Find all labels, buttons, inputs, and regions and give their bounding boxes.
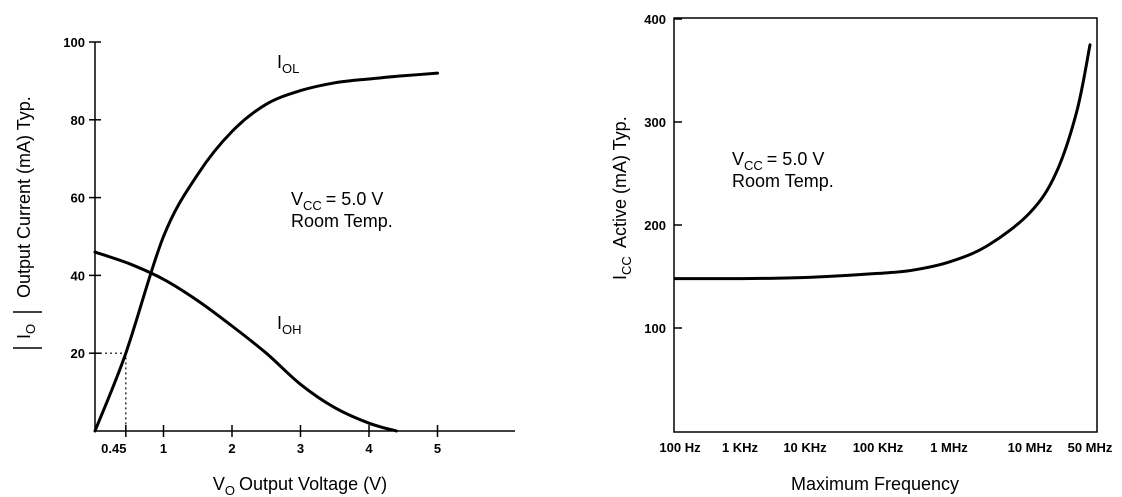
right-x-tick-label: 50 MHz <box>1068 440 1113 455</box>
left-x-axis-title-sub: O <box>225 483 235 497</box>
right-annotation-vcc-main: V <box>732 149 744 169</box>
left-x-axis-title-v: V <box>213 474 225 494</box>
right-annotation-vcc-sub: CC <box>744 158 763 173</box>
left-annotation-vcc: VCC = 5.0 V <box>291 189 383 213</box>
left-annotation-vcc-main: V <box>291 189 303 209</box>
left-y-tick-label: 60 <box>71 191 85 206</box>
series-icc-curve <box>673 43 1092 281</box>
left-y-axis-title: IO Output Current (mA) Typ. <box>13 96 42 349</box>
right-y-tick-label: 300 <box>644 115 666 130</box>
right-y-axis-title-symbol: ICC <box>610 256 634 280</box>
chart-icc-active: 100 200 300 400 100 Hz 1 KHz 10 KHz 100 KHz 1 M… <box>610 12 1113 494</box>
right-y-tick-label: 100 <box>644 321 666 336</box>
right-x-tick-label: 100 KHz <box>853 440 904 455</box>
left-y-tick-label: 40 <box>71 268 85 283</box>
right-x-tick-label: 1 KHz <box>722 440 759 455</box>
right-x-tick-label: 1 MHz <box>930 440 968 455</box>
label-iol-sub: OL <box>282 61 299 76</box>
left-x-tick-label: 2 <box>228 441 235 456</box>
left-x-ticks: 0.45 1 2 3 4 5 <box>101 425 441 456</box>
left-y-axis-title-symbol: IO <box>14 324 38 339</box>
right-y-ticks: 100 200 300 400 <box>644 12 682 336</box>
left-x-tick-label: 5 <box>434 441 441 456</box>
right-x-tick-label: 10 MHz <box>1008 440 1053 455</box>
left-annotation-temp: Room Temp. <box>291 211 393 231</box>
left-y-axis-title-sub: O <box>23 324 38 334</box>
right-y-axis-title: ICC Active (mA) Typ. <box>610 116 634 280</box>
left-x-axis-title-text: Output Voltage (V) <box>239 474 387 494</box>
label-iol-main: I <box>277 52 282 72</box>
right-annotation-temp: Room Temp. <box>732 171 834 191</box>
right-y-axis-title-sub: CC <box>619 256 634 275</box>
left-y-ticks: 20 40 60 80 100 <box>63 35 101 361</box>
right-plot-frame <box>673 17 1098 433</box>
right-y-tick-label: 400 <box>644 12 666 27</box>
right-y-tick-label: 200 <box>644 218 666 233</box>
right-y-axis-title-text: Active (mA) Typ. <box>610 116 630 248</box>
right-annotation-vcc: VCC = 5.0 V <box>732 149 824 173</box>
left-y-tick-label: 80 <box>71 113 85 128</box>
series-iol-curve <box>93 71 439 433</box>
label-iol: IOL <box>277 52 299 76</box>
left-y-tick-label: 100 <box>63 35 85 50</box>
left-annotation-vcc-sub: CC <box>303 198 322 213</box>
label-ioh-main: I <box>277 313 282 333</box>
right-x-tick-label: 10 KHz <box>783 440 827 455</box>
left-x-tick-label: 4 <box>365 441 373 456</box>
left-x-axis-title: VO Output Voltage (V) <box>213 474 387 497</box>
series-ioh-curve <box>93 250 398 433</box>
label-ioh-sub: OH <box>282 322 302 337</box>
label-ioh: IOH <box>277 313 302 337</box>
left-y-axis-title-text: Output Current (mA) Typ. <box>14 96 34 298</box>
right-annotation-vcc-rest: = 5.0 V <box>767 149 825 169</box>
right-y-axis-title-i: I <box>610 275 630 280</box>
left-x-tick-label: 1 <box>160 441 167 456</box>
right-x-axis-title: Maximum Frequency <box>791 474 959 494</box>
left-annotation-vcc-rest: = 5.0 V <box>326 189 384 209</box>
left-y-tick-label: 20 <box>71 346 85 361</box>
left-x-tick-label: 3 <box>297 441 304 456</box>
left-y-axis-title-i: I <box>14 334 34 339</box>
right-x-tick-label: 100 Hz <box>659 440 701 455</box>
right-x-ticks: 100 Hz 1 KHz 10 KHz 100 KHz 1 MHz 10 MHz 50 MH… <box>659 440 1112 455</box>
left-x-tick-label: 0.45 <box>101 441 126 456</box>
